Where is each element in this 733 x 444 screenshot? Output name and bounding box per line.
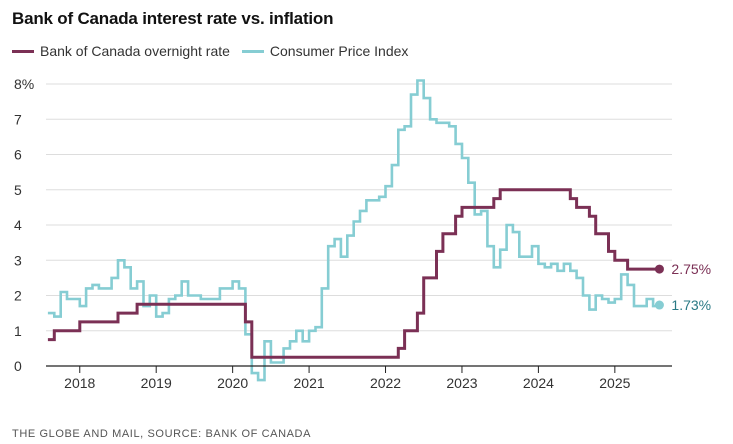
legend-label-policy-rate: Bank of Canada overnight rate: [40, 43, 230, 59]
x-tick-label: 2022: [370, 375, 401, 391]
x-tick-label: 2020: [217, 375, 248, 391]
grid-lines: 0 1 2 3 4 5 6 7 8%: [14, 76, 672, 374]
chart-title: Bank of Canada interest rate vs. inflati…: [12, 9, 334, 28]
y-tick-label: 8%: [14, 76, 34, 92]
series-line-policy-rate: [47, 188, 660, 359]
x-tick-label: 2024: [523, 375, 554, 391]
y-tick-label: 7: [14, 111, 22, 127]
y-tick-label: 0: [14, 358, 22, 374]
chart-legend: Bank of Canada overnight rate Consumer P…: [12, 43, 420, 59]
x-tick-label: 2018: [64, 375, 95, 391]
y-tick-label: 1: [14, 323, 22, 339]
end-label-cpi: 1.73%: [671, 297, 711, 313]
x-tick-label: 2021: [294, 375, 325, 391]
end-marker-policy-rate: [654, 264, 664, 274]
y-tick-label: 2: [14, 288, 22, 304]
series-line-cpi: [47, 79, 661, 382]
x-tick-label: 2019: [141, 375, 172, 391]
y-tick-label: 4: [14, 217, 22, 233]
legend-item-policy-rate: Bank of Canada overnight rate: [12, 43, 230, 59]
x-tick-label: 2025: [599, 375, 630, 391]
series-layer: [47, 79, 661, 382]
source-credit: THE GLOBE AND MAIL, SOURCE: BANK OF CANA…: [12, 428, 312, 440]
end-labels: 2.75% 1.73%: [654, 261, 711, 313]
legend-swatch-policy-rate: [12, 49, 34, 53]
y-tick-label: 5: [14, 182, 22, 198]
legend-label-cpi: Consumer Price Index: [269, 43, 409, 59]
legend-swatch-cpi: [241, 49, 264, 53]
end-label-policy-rate: 2.75%: [671, 261, 711, 277]
end-marker-cpi: [654, 300, 664, 310]
axes: 2018 2019 2020 2021 2022 2023 2024 2025: [46, 365, 672, 391]
x-tick-label: 2023: [446, 375, 477, 391]
y-tick-label: 6: [14, 147, 22, 163]
legend-item-cpi: Consumer Price Index: [241, 43, 409, 59]
y-tick-label: 3: [14, 252, 22, 268]
